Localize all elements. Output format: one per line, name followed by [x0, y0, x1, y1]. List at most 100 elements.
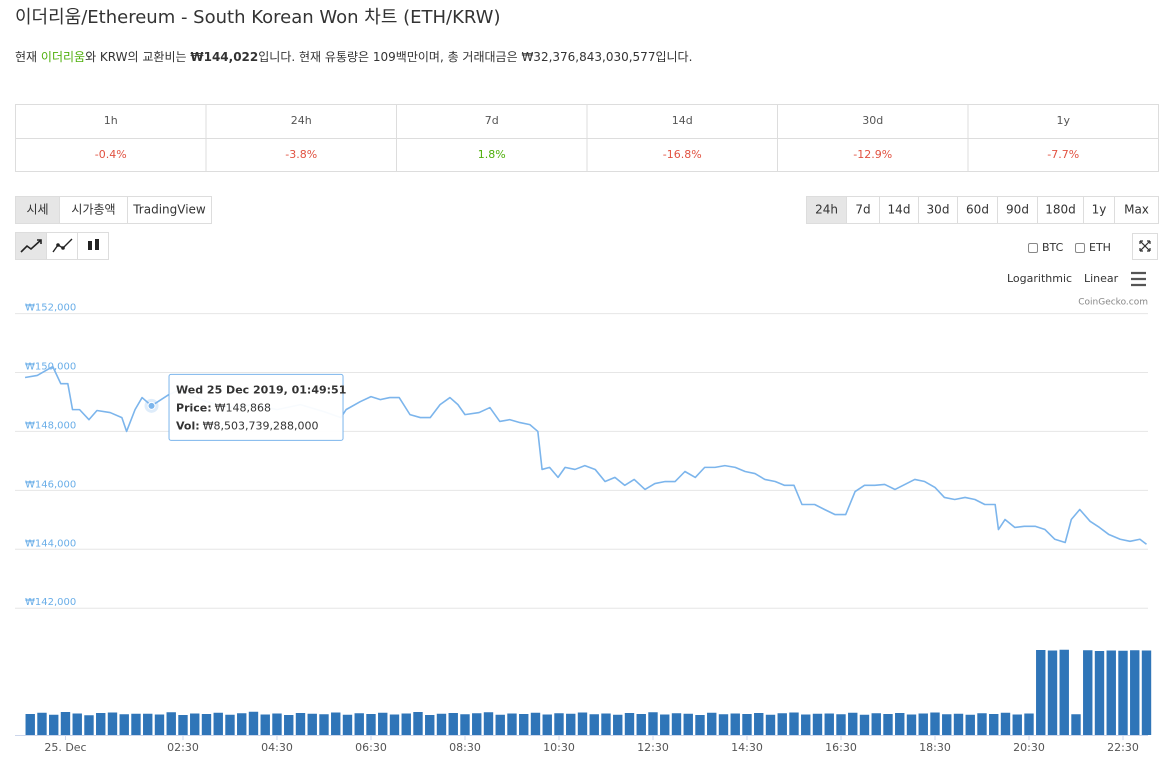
volume-bar: [566, 713, 576, 735]
volume-bar: [1083, 650, 1093, 735]
stat-value: -12.9%: [853, 148, 892, 161]
range-label: 180d: [1045, 203, 1076, 217]
x-tick-label: 10:30: [543, 741, 575, 754]
volume-bar: [107, 712, 118, 735]
tab[interactable]: [59, 196, 128, 224]
volume-bar: [765, 714, 776, 735]
description-part: 현재: [15, 50, 41, 64]
point-icon: [61, 246, 65, 250]
volume-bar: [378, 712, 388, 735]
volume-bar: [848, 712, 858, 735]
x-tick-label: 02:30: [167, 741, 199, 754]
x-tick-label: 18:30: [919, 741, 951, 754]
volume-bar: [436, 713, 447, 735]
volume-bar: [742, 714, 752, 735]
volume-bar: [37, 712, 47, 735]
scale-option[interactable]: Logarithmic: [1007, 272, 1072, 285]
stat-header: 30d: [862, 114, 883, 127]
checkbox[interactable]: [1028, 243, 1038, 253]
range-button[interactable]: [846, 196, 880, 224]
checkbox[interactable]: [1075, 243, 1085, 253]
description-part: 입니다. 현재 유통량은 109백만이며, 총 거래대금은 ₩32,376,84…: [258, 50, 692, 64]
volume-bar: [918, 713, 928, 735]
volume-bar: [448, 713, 458, 735]
volume-bar: [613, 714, 623, 735]
volume-bar: [859, 714, 870, 735]
volume-bar: [683, 713, 693, 735]
y-tick-label: ₩144,000: [25, 538, 76, 549]
x-tick-label: 25. Dec: [44, 741, 86, 754]
checkbox-label: BTC: [1042, 241, 1064, 254]
volume-bar: [601, 713, 611, 735]
volume-bar: [801, 714, 811, 735]
volume-bar: [1106, 650, 1116, 735]
range-button[interactable]: [1114, 196, 1159, 224]
volume-bar: [495, 714, 505, 735]
tooltip-row: Price: ₩148,868: [176, 401, 271, 414]
range-button[interactable]: [957, 196, 998, 224]
volume-bar: [248, 711, 259, 735]
volume-bar: [213, 712, 223, 735]
volume-bar: [413, 712, 423, 735]
volume-bar: [589, 714, 599, 735]
line-icon: [20, 239, 42, 253]
range-label: Max: [1124, 203, 1149, 217]
x-tick-label: 16:30: [825, 741, 857, 754]
point-chart-button[interactable]: [46, 232, 78, 260]
volume-bar: [648, 712, 658, 735]
x-tick-label: 22:30: [1107, 741, 1139, 754]
menu-button[interactable]: [1131, 271, 1146, 287]
volume-bar: [871, 713, 881, 735]
range-button[interactable]: [806, 196, 847, 224]
volume-bar: [636, 714, 646, 735]
volume-bar: [671, 713, 682, 735]
scale-option[interactable]: Linear: [1084, 272, 1119, 285]
volume-bar: [519, 714, 529, 735]
volume-bar: [554, 713, 564, 735]
volume-bar: [812, 713, 823, 735]
volume-bar: [530, 712, 541, 735]
volume-bar: [119, 714, 129, 735]
fullscreen-icon: [1139, 240, 1151, 252]
coin-name[interactable]: 이더리움: [41, 50, 85, 64]
price: ₩144,022: [190, 50, 258, 64]
line-chart-button[interactable]: [15, 232, 47, 260]
stat-header: 24h: [291, 114, 312, 127]
volume-bar: [295, 713, 306, 735]
range-button[interactable]: [997, 196, 1038, 224]
volume-bar: [272, 713, 282, 735]
volume-bar: [131, 713, 141, 735]
volume-bar: [1059, 649, 1069, 735]
volume-bar: [354, 713, 364, 735]
candle-icon: [95, 239, 99, 250]
tab-label: TradingView: [132, 203, 206, 217]
range-label: 7d: [855, 203, 870, 217]
volume-bar: [96, 713, 106, 735]
stat-value: -16.8%: [663, 148, 702, 161]
volume-bar: [718, 714, 729, 735]
volume-bar: [331, 712, 341, 735]
volume-bar: [483, 712, 494, 735]
volume-bar: [166, 712, 176, 735]
tooltip-value: ₩148,868: [215, 401, 271, 414]
volume-bar: [1024, 713, 1034, 735]
volume-bar: [1012, 714, 1022, 735]
stat-header: 7d: [485, 114, 499, 127]
range-button[interactable]: [1083, 196, 1115, 224]
volume-bar: [389, 714, 400, 735]
range-button[interactable]: [918, 196, 958, 224]
volume-bar: [777, 713, 787, 735]
tooltip-value: ₩8,503,739,288,000: [203, 419, 319, 432]
tab[interactable]: [127, 196, 212, 224]
candle-chart-button[interactable]: [77, 232, 109, 260]
volume-bar: [472, 713, 482, 735]
volume-bar: [1036, 650, 1046, 735]
tab[interactable]: [15, 196, 60, 224]
volume-bar: [624, 713, 635, 735]
x-tick-label: 04:30: [261, 741, 293, 754]
tab-label: 시가총액: [71, 203, 115, 217]
volume-bar: [942, 714, 952, 735]
y-tick-label: ₩142,000: [25, 597, 76, 608]
